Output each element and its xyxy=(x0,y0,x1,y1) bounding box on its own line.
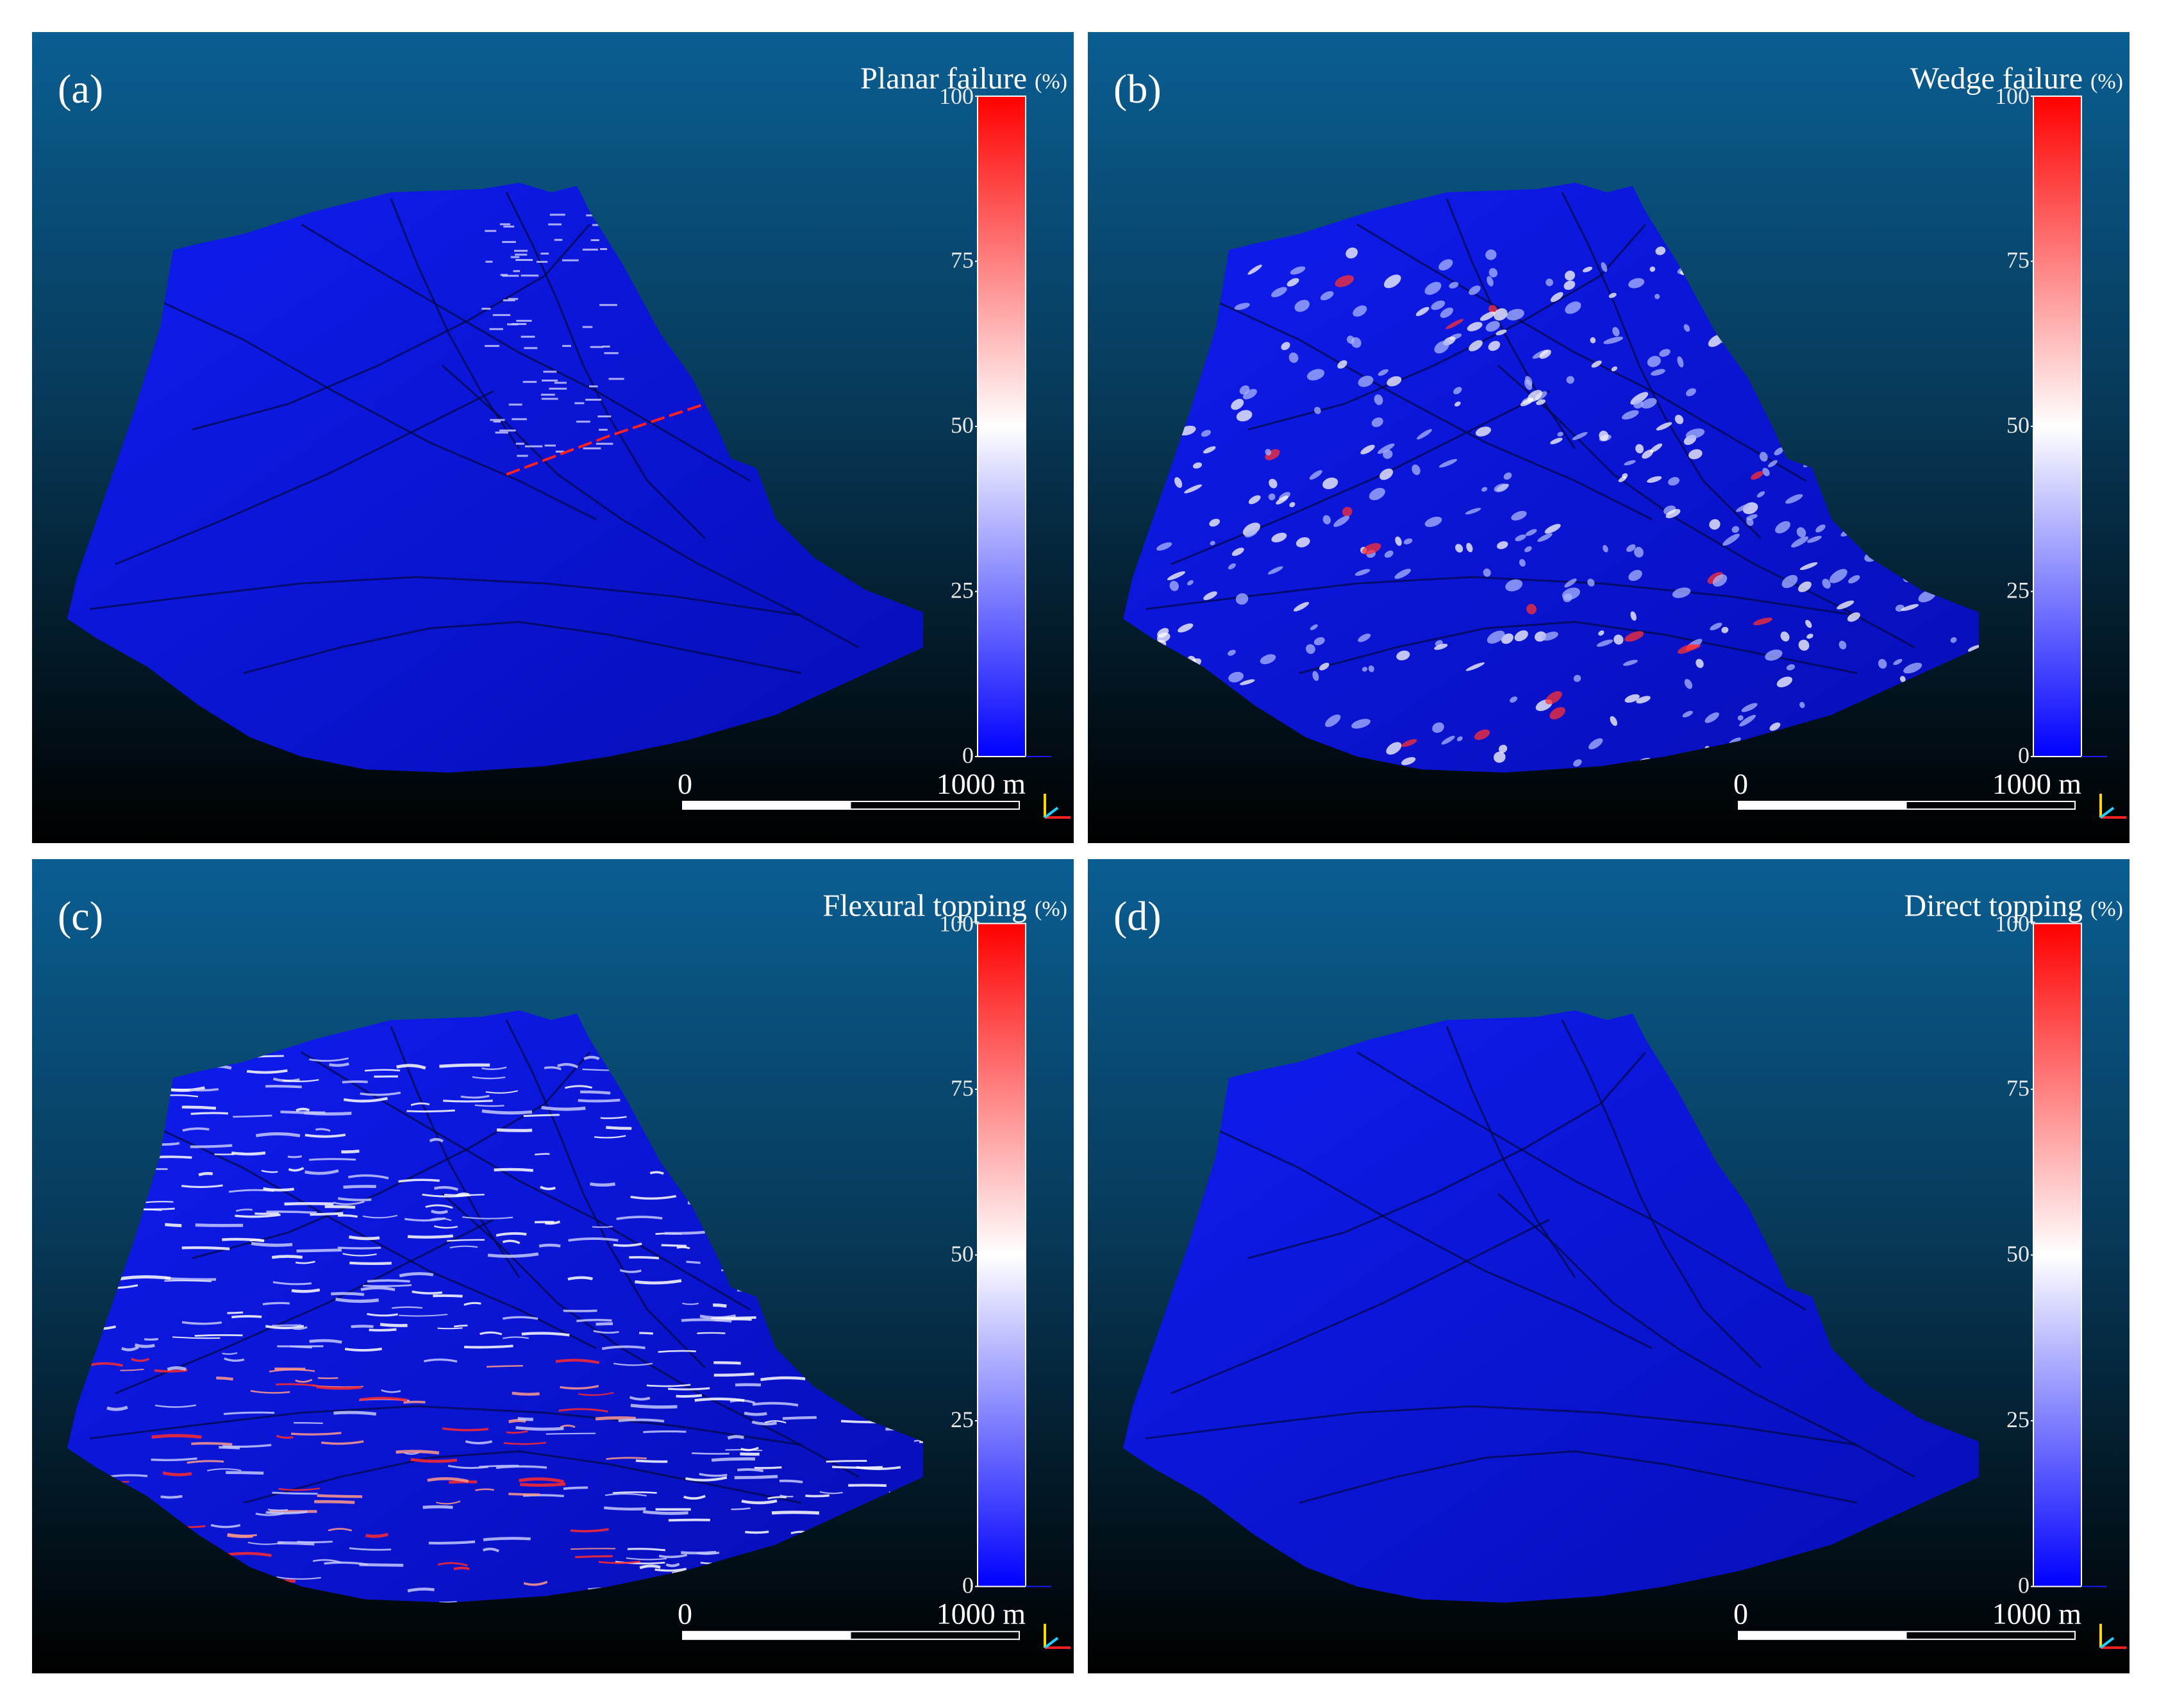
colorbar-tick-label: 50 xyxy=(2006,1241,2030,1266)
colorbar-tick-label: 50 xyxy=(951,412,974,438)
scale-bar-start-label: 0 xyxy=(1733,1598,1748,1630)
scale-bar-end-label: 1000 m xyxy=(1992,767,2082,800)
colorbar-tick-label: 75 xyxy=(951,247,974,273)
panel-label: (c) xyxy=(58,893,103,939)
panel-d: (d) Direct topping (%) 100 75 50 25 0 0 1000 m xyxy=(1088,859,2130,1673)
colorbar-tick-label: 25 xyxy=(2006,1407,2030,1432)
colorbar-tick-label: 0 xyxy=(2018,742,2030,768)
panel-a: (a) Planar failure (%) 100 75 50 25 0 0 1000 m xyxy=(32,32,1074,843)
colorbar-tick-label: 100 xyxy=(939,910,974,936)
scale-bar-start-label: 0 xyxy=(678,767,692,800)
colorbar-tick-label: 0 xyxy=(2018,1572,2030,1598)
scale-bar-start-label: 0 xyxy=(1733,767,1748,800)
colorbar-tick-label: 0 xyxy=(962,1572,974,1598)
failure-pattern-planar xyxy=(481,212,706,476)
colorbar xyxy=(2033,923,2082,1587)
colorbar-tick-label: 100 xyxy=(1995,83,2030,109)
scale-bar-end-label: 1000 m xyxy=(937,1598,1026,1630)
colorbar-tick-label: 25 xyxy=(2006,578,2030,603)
colorbar-tick-label: 25 xyxy=(951,1407,974,1432)
colorbar-tick-label: 75 xyxy=(951,1075,974,1101)
panel-b: (b) Wedge failure (%) 100 75 50 25 0 0 1000 m xyxy=(1088,32,2130,843)
terrain-model xyxy=(1123,1010,1979,1603)
colorbar xyxy=(2033,96,2082,757)
axis-triad-icon xyxy=(2099,794,2126,819)
scale-bar: 0 1000 m xyxy=(1733,1598,2081,1640)
scale-bar: 0 1000 m xyxy=(1733,767,2082,810)
panel-label: (b) xyxy=(1113,66,1162,112)
axis-triad-icon xyxy=(2099,1623,2126,1649)
scale-bar-end-label: 1000 m xyxy=(937,767,1026,800)
colorbar-tick-label: 50 xyxy=(2006,412,2030,438)
terrain-model xyxy=(1123,183,1979,773)
scale-bar-end-label: 1000 m xyxy=(1992,1598,2081,1630)
scale-bar: 0 1000 m xyxy=(678,767,1026,810)
axis-triad-icon xyxy=(1044,1623,1071,1649)
scale-bar-start-label: 0 xyxy=(678,1598,692,1630)
colorbar-tick-label: 50 xyxy=(951,1241,974,1266)
colorbar-tick-label: 25 xyxy=(951,578,974,603)
axis-triad-icon xyxy=(1044,794,1071,819)
terrain-model xyxy=(67,1010,923,1603)
colorbar-tick-label: 75 xyxy=(2006,1075,2030,1101)
colorbar-title: Direct topping (%) xyxy=(1905,889,2123,923)
colorbar-title: Flexural topping (%) xyxy=(823,889,1067,923)
panel-label: (d) xyxy=(1113,893,1162,939)
panel-label: (a) xyxy=(58,66,103,112)
colorbar-tick-label: 100 xyxy=(939,83,974,109)
colorbar xyxy=(977,96,1026,757)
terrain-model xyxy=(67,183,923,773)
colorbar-title: Planar failure (%) xyxy=(860,62,1067,96)
colorbar-title: Wedge failure (%) xyxy=(1910,62,2123,96)
colorbar-tick-label: 0 xyxy=(962,742,974,768)
colorbar xyxy=(977,923,1026,1587)
scale-bar: 0 1000 m xyxy=(678,1598,1026,1640)
colorbar-tick-label: 75 xyxy=(2006,247,2030,273)
colorbar-tick-label: 100 xyxy=(1995,910,2030,936)
panel-c: (c) Flexural topping (%) 100 75 50 25 0 0 1000 m xyxy=(32,859,1074,1673)
